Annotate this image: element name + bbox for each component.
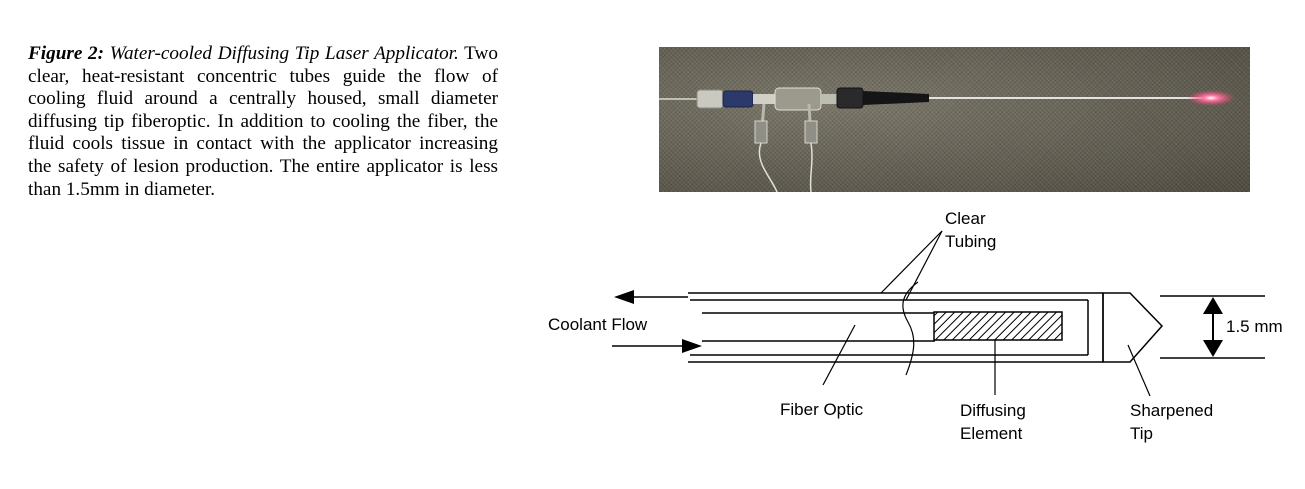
- label-sharpened: Sharpened: [1130, 401, 1213, 420]
- label-clear: Clear: [945, 209, 986, 228]
- dimension-arrow-up: [1203, 297, 1223, 314]
- label-element: Element: [960, 424, 1023, 443]
- break-line: [902, 281, 919, 376]
- label-tubing: Tubing: [945, 232, 996, 251]
- figure-caption: Figure 2: Water-cooled Diffusing Tip Las…: [28, 43, 498, 201]
- figure-description: Two clear, heat-resistant concentric tub…: [28, 43, 498, 200]
- applicator-diagram: Clear Tubing Coolant Flow Fiber Optic Di…: [548, 209, 1283, 443]
- sharpened-tip: [1102, 292, 1164, 363]
- applicator-photo: [659, 47, 1250, 192]
- label-tip: Tip: [1130, 424, 1153, 443]
- fiber-optic-leader: [822, 324, 856, 386]
- clear-tubing-leader-2: [905, 230, 943, 301]
- diffusing-element: [933, 311, 1063, 341]
- label-diffusing: Diffusing: [960, 401, 1026, 420]
- clear-tubing-leader-1: [880, 230, 943, 294]
- label-dimension: 1.5 mm: [1226, 317, 1283, 336]
- label-fiber-optic: Fiber Optic: [780, 400, 864, 419]
- coolant-out-arrow: [614, 290, 634, 304]
- figure-label: Figure 2:: [28, 43, 105, 64]
- label-coolant-flow: Coolant Flow: [548, 315, 648, 334]
- coolant-in-arrow: [682, 339, 702, 353]
- dimension-arrow-down: [1203, 340, 1223, 357]
- sharpened-leader: [1127, 344, 1151, 397]
- figure-title: Water-cooled Diffusing Tip Laser Applica…: [109, 43, 459, 64]
